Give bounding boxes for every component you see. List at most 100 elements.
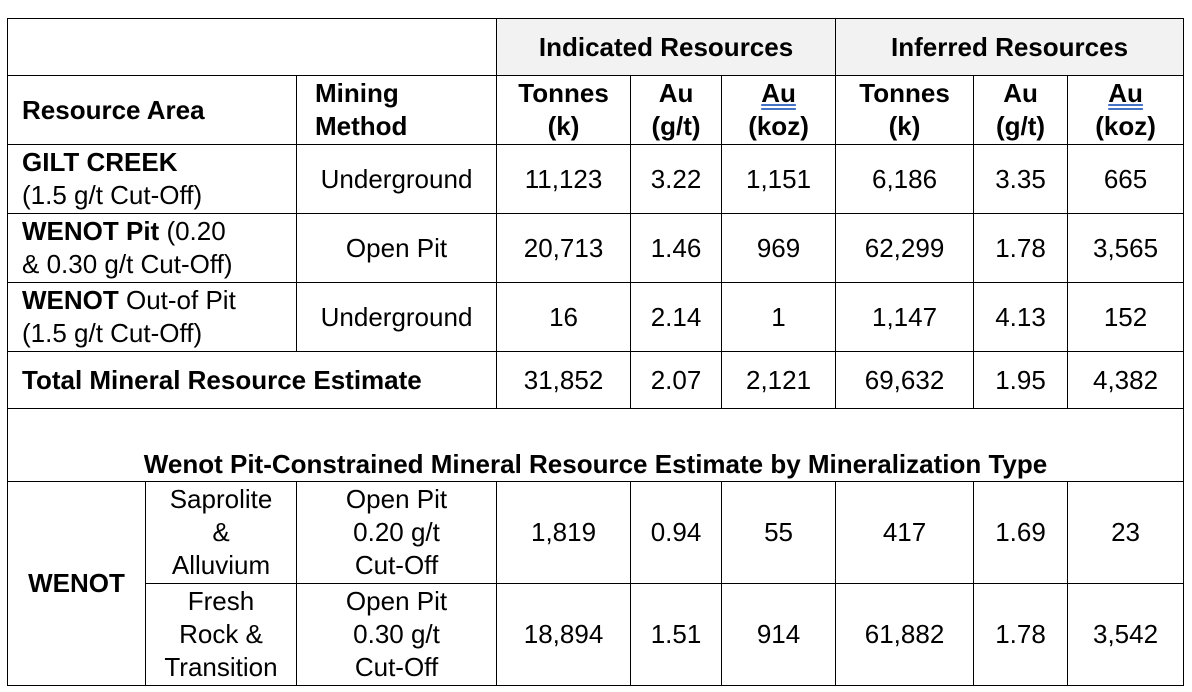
resource-area-name: GILT CREEK — [22, 147, 178, 177]
ind-tonnes-cell: 18,894 — [496, 583, 632, 686]
ind-au-koz-cell: 1 — [721, 282, 837, 352]
resource-area-cutoff: & 0.30 g/t Cut-Off) — [22, 249, 233, 279]
inf-tonnes-cell: 62,299 — [835, 213, 975, 283]
mineralization-type-cell: Saprolite & Alluvium — [145, 481, 297, 584]
total-ind-tonnes: 31,852 — [496, 351, 632, 409]
mining-method-line2: 0.30 g/t — [353, 619, 440, 649]
ind-tonnes-cell: 11,123 — [496, 144, 632, 214]
total-label: Total Mineral Resource Estimate — [6, 351, 498, 409]
ind-au-koz-cell: 969 — [721, 213, 837, 283]
ind-tonnes-header: Tonnes (k) — [496, 75, 632, 145]
resource-area-cell: WENOT Out-of Pit (1.5 g/t Cut-Off) — [7, 282, 297, 352]
inf-au-koz-cell: 3,542 — [1067, 583, 1185, 686]
resource-area-header: Resource Area — [7, 75, 297, 145]
mining-method-line1: Open Pit — [345, 484, 448, 514]
resource-area-cutoff: (1.5 g/t Cut-Off) — [22, 318, 203, 348]
mining-method-header: Mining Method — [295, 75, 498, 145]
total-inf-au-koz: 4,382 — [1067, 351, 1185, 409]
inf-au-koz-header-line1: Au — [1108, 78, 1143, 108]
ind-au-gt-cell: 0.94 — [630, 481, 723, 584]
mining-method-cell: Open Pit 0.20 g/t Cut-Off — [295, 481, 498, 584]
inf-au-gt-cell: 4.13 — [973, 282, 1069, 352]
header-row-columns: Resource Area Mining Method Tonnes (k) A… — [7, 75, 1185, 145]
inf-au-gt-cell: 1.78 — [973, 583, 1069, 686]
ind-au-gt-cell: 1.46 — [630, 213, 723, 283]
ind-au-gt-cell: 1.51 — [630, 583, 723, 686]
ind-tonnes-cell: 16 — [496, 282, 632, 352]
inf-au-gt-cell: 3.35 — [973, 144, 1069, 214]
resource-area-cell: WENOT Pit (0.20 & 0.30 g/t Cut-Off) — [7, 213, 297, 283]
total-row: Total Mineral Resource Estimate 31,852 2… — [6, 351, 1185, 409]
mineralization-type-line1: Fresh — [187, 586, 255, 616]
inf-au-koz-header: Au (koz) — [1067, 75, 1185, 145]
inf-au-gt-cell: 1.78 — [973, 213, 1069, 283]
inf-tonnes-header-line1: Tonnes — [859, 78, 950, 108]
inf-au-gt-header: Au (g/t) — [973, 75, 1069, 145]
total-inf-au-gt: 1.95 — [973, 351, 1069, 409]
mining-method-line2: 0.20 g/t — [353, 517, 440, 547]
resource-table: Indicated Resources Inferred Resources R… — [6, 18, 1185, 686]
wenot-label: WENOT — [7, 481, 146, 686]
ind-au-gt-cell: 2.14 — [630, 282, 723, 352]
mining-method-header-line1: Mining — [315, 78, 399, 108]
ind-tonnes-header-line1: Tonnes — [518, 78, 609, 108]
mineralization-type-line3: Transition — [164, 652, 278, 682]
mining-method-cell: Underground — [295, 282, 498, 352]
header-row-groups: Indicated Resources Inferred Resources — [6, 18, 1185, 76]
ind-au-koz-cell: 1,151 — [721, 144, 837, 214]
resource-area-name-rest: Out-of Pit — [118, 285, 236, 315]
ind-au-gt-header-line2: (g/t) — [651, 111, 701, 141]
inf-au-koz-cell: 665 — [1067, 144, 1185, 214]
ind-tonnes-header-line2: (k) — [547, 111, 580, 141]
inf-tonnes-cell: 6,186 — [835, 144, 975, 214]
table-row: WENOT Saprolite & Alluvium Open Pit 0.20… — [7, 481, 1185, 686]
inf-tonnes-cell: 61,882 — [835, 583, 975, 686]
ind-au-gt-header: Au (g/t) — [630, 75, 723, 145]
mineralization-type-line1: Saprolite — [169, 484, 273, 514]
section-subtitle: Wenot Pit-Constrained Mineral Resource E… — [6, 408, 1185, 482]
inf-au-gt-header-line1: Au — [1003, 78, 1038, 108]
inf-au-koz-cell: 152 — [1067, 282, 1185, 352]
ind-au-koz-header: Au (koz) — [721, 75, 837, 145]
ind-tonnes-cell: 20,713 — [496, 213, 632, 283]
inf-au-koz-header-line2: (koz) — [1095, 111, 1156, 141]
mineralization-type-line2: & — [212, 517, 230, 547]
mineralization-type-line2: Rock & — [179, 619, 263, 649]
inf-au-gt-header-line2: (g/t) — [995, 111, 1046, 141]
inf-tonnes-cell: 1,147 — [835, 282, 975, 352]
total-ind-au-gt: 2.07 — [630, 351, 723, 409]
table-row: WENOT Pit (0.20 & 0.30 g/t Cut-Off) Open… — [7, 213, 1185, 283]
ind-au-koz-header-line2: (koz) — [748, 111, 809, 141]
ind-au-koz-header-line1: Au — [761, 78, 796, 108]
inf-tonnes-header-line2: (k) — [888, 111, 921, 141]
inferred-header: Inferred Resources — [835, 18, 1185, 76]
mineralization-type-line3: Alluvium — [171, 550, 271, 580]
indicated-header: Indicated Resources — [496, 18, 837, 76]
resource-area-name: WENOT Pit — [22, 216, 160, 246]
ind-au-gt-cell: 3.22 — [630, 144, 723, 214]
mineralization-type-cell: Fresh Rock & Transition — [145, 583, 297, 686]
inf-au-koz-cell: 3,565 — [1067, 213, 1185, 283]
resource-area-name-rest: (0.20 — [159, 216, 226, 246]
table-row: Fresh Rock & Transition Open Pit 0.30 g/… — [8, 583, 1185, 686]
mining-method-line1: Open Pit — [345, 586, 448, 616]
mining-method-line3: Cut-Off — [354, 550, 439, 580]
resource-area-cutoff: (1.5 g/t Cut-Off) — [22, 180, 203, 210]
ind-au-koz-cell: 914 — [721, 583, 837, 686]
ind-au-gt-header-line1: Au — [658, 78, 694, 108]
inf-tonnes-header: Tonnes (k) — [835, 75, 975, 145]
total-ind-au-koz: 2,121 — [721, 351, 837, 409]
inf-au-koz-cell: 23 — [1067, 481, 1185, 584]
mining-method-header-line2: Method — [315, 111, 408, 141]
table-row: GILT CREEK (1.5 g/t Cut-Off) Underground… — [7, 144, 1185, 214]
mining-method-cell: Open Pit 0.30 g/t Cut-Off — [295, 583, 498, 686]
mining-method-cell: Open Pit — [295, 213, 498, 283]
resource-area-cell: GILT CREEK (1.5 g/t Cut-Off) — [7, 144, 297, 214]
header-blank-cell — [6, 18, 498, 76]
resource-area-name: WENOT — [22, 285, 119, 315]
subtitle-row: Wenot Pit-Constrained Mineral Resource E… — [6, 408, 1185, 482]
ind-au-koz-cell: 55 — [721, 481, 837, 584]
table-row: WENOT Out-of Pit (1.5 g/t Cut-Off) Under… — [7, 282, 1185, 352]
ind-tonnes-cell: 1,819 — [496, 481, 632, 584]
